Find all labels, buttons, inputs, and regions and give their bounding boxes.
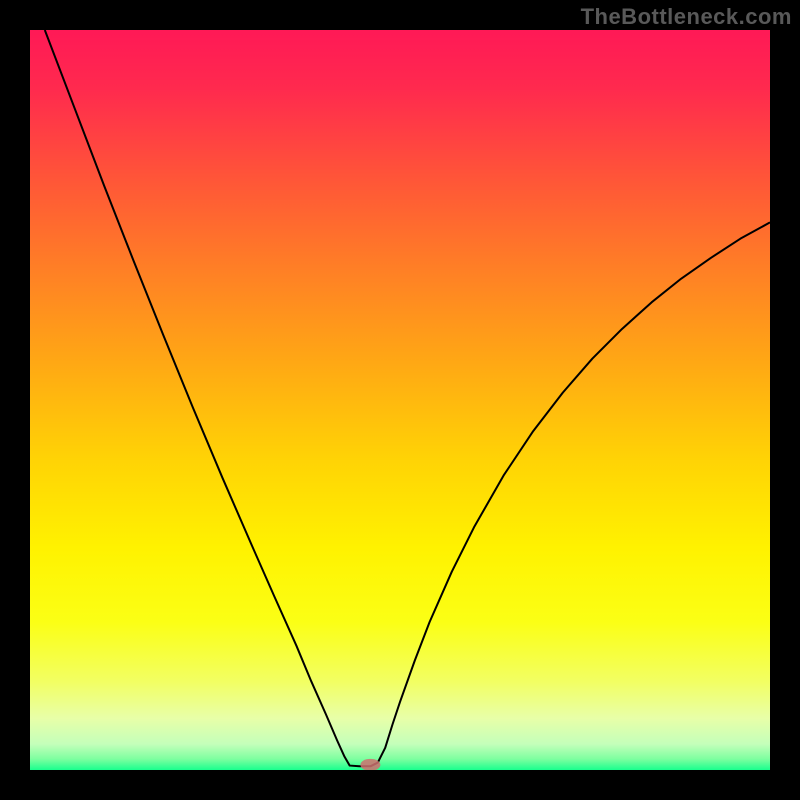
bottleneck-curve — [45, 30, 770, 766]
gradient-background — [30, 30, 770, 770]
plot-area — [30, 30, 770, 770]
minimum-marker — [360, 759, 380, 770]
chart-svg — [30, 30, 770, 770]
chart-frame: TheBottleneck.com — [0, 0, 800, 800]
watermark-text: TheBottleneck.com — [581, 4, 792, 30]
